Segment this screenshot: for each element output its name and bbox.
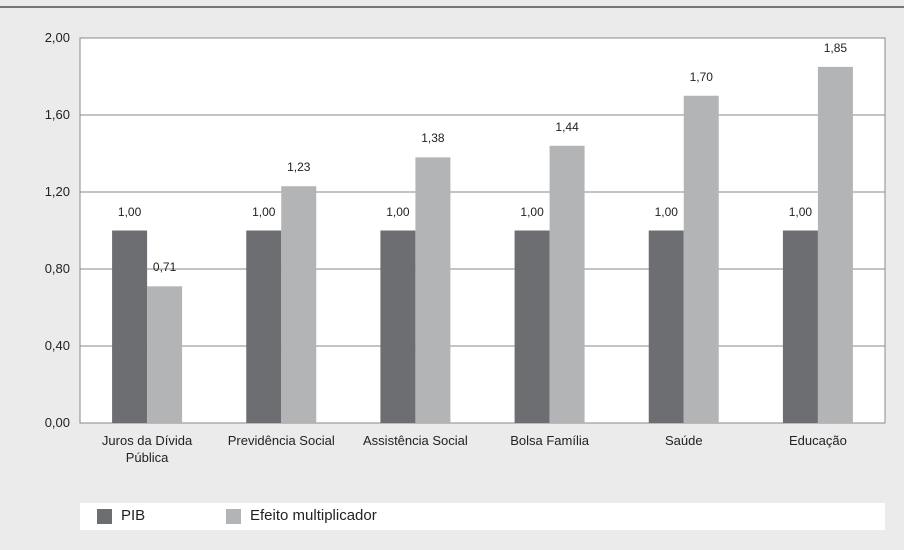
plot-area	[80, 38, 885, 423]
data-label: 1,00	[788, 204, 813, 219]
data-label: 1,38	[421, 131, 445, 146]
bar	[112, 230, 148, 423]
data-label: 1,85	[823, 40, 848, 55]
x-tick-label: Assistência Social	[363, 433, 468, 448]
bar	[415, 157, 451, 423]
y-tick-label: 1,60	[44, 107, 70, 122]
legend-box	[80, 503, 885, 530]
bar	[683, 95, 719, 423]
bar	[648, 230, 684, 423]
bar	[147, 286, 183, 423]
data-label: 1,70	[689, 69, 713, 84]
x-tick-label: Previdência Social	[227, 433, 335, 448]
legend-label: PIB	[121, 507, 146, 524]
x-tick-label: Saúde	[664, 433, 703, 448]
bar	[817, 66, 853, 423]
legend-label: Efeito multiplicador	[250, 507, 377, 524]
data-label: 0,71	[152, 260, 177, 275]
plot-border	[79, 37, 886, 424]
x-tick-label: Bolsa Família	[510, 433, 589, 448]
y-tick-label: 0,00	[44, 415, 70, 430]
top-rule	[0, 6, 904, 8]
data-label: 1,00	[117, 204, 142, 219]
y-tick-label: 0,80	[44, 261, 70, 276]
data-label: 1,44	[555, 119, 579, 134]
x-tick-label: Educação	[788, 433, 847, 448]
legend-swatch	[97, 509, 112, 524]
data-label: 1,00	[520, 204, 544, 219]
y-tick-label: 0,40	[44, 338, 70, 353]
bar	[549, 145, 585, 424]
bar	[281, 186, 317, 423]
legend-swatch	[226, 509, 241, 524]
data-label: 1,23	[287, 160, 311, 175]
data-label: 1,00	[386, 204, 410, 219]
bar	[782, 230, 818, 423]
y-tick-label: 2,00	[44, 30, 70, 45]
bar	[380, 230, 416, 423]
x-tick-label: Juros da Dívida Pública	[101, 433, 193, 465]
bar	[246, 230, 282, 423]
data-label: 1,00	[654, 204, 678, 219]
data-label: 1,00	[252, 204, 276, 219]
bar	[514, 230, 550, 423]
y-tick-label: 1,20	[44, 184, 70, 199]
